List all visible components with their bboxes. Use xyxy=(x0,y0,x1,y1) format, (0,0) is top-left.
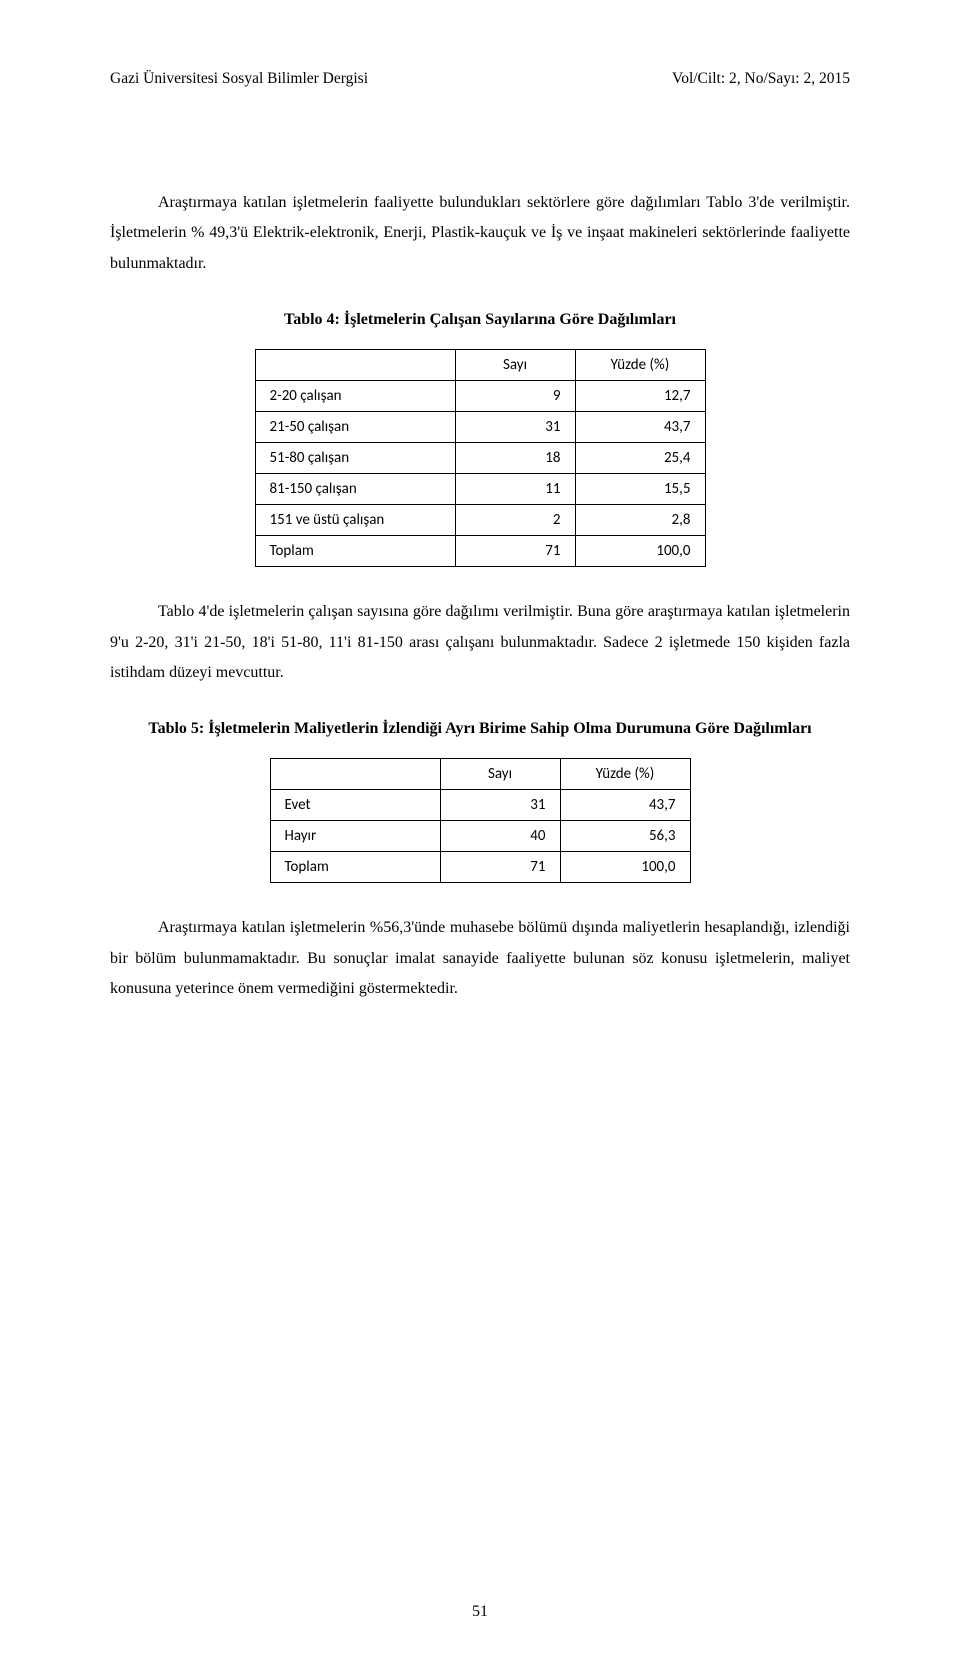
page-number: 51 xyxy=(0,1603,960,1621)
table4-title: Tablo 4: İşletmelerin Çalışan Sayılarına… xyxy=(110,311,850,329)
paragraph-2: Tablo 4'de işletmelerin çalışan sayısına… xyxy=(110,597,850,688)
table-row: Hayır 40 56,3 xyxy=(270,821,690,852)
table5-title: Tablo 5: İşletmelerin Maliyetlerin İzlen… xyxy=(110,720,850,738)
paragraph-3: Araştırmaya katılan işletmelerin %56,3'ü… xyxy=(110,913,850,1004)
table4-cell-pct: 15,5 xyxy=(575,474,705,505)
paragraph-3-text: Araştırmaya katılan işletmelerin %56,3'ü… xyxy=(110,913,850,1004)
table5-header-empty xyxy=(270,759,440,790)
running-head: Gazi Üniversitesi Sosyal Bilimler Dergis… xyxy=(110,70,850,88)
journal-name: Gazi Üniversitesi Sosyal Bilimler Dergis… xyxy=(110,70,368,88)
table4-cell-label: 21-50 çalışan xyxy=(255,412,455,443)
table4-cell-pct: 12,7 xyxy=(575,381,705,412)
table4-cell-count: 18 xyxy=(455,443,575,474)
issue-info: Vol/Cilt: 2, No/Sayı: 2, 2015 xyxy=(672,70,850,88)
table4-cell-count: 9 xyxy=(455,381,575,412)
table5: Sayı Yüzde (%) Evet 31 43,7 Hayır 40 56,… xyxy=(270,758,691,883)
table5-cell-pct: 43,7 xyxy=(560,790,690,821)
table-row: 21-50 çalışan 31 43,7 xyxy=(255,412,705,443)
table5-header-row: Sayı Yüzde (%) xyxy=(270,759,690,790)
table-row: Evet 31 43,7 xyxy=(270,790,690,821)
paragraph-2-text: Tablo 4'de işletmelerin çalışan sayısına… xyxy=(110,597,850,688)
table4-cell-label: Toplam xyxy=(255,536,455,567)
table4-header-pct: Yüzde (%) xyxy=(575,350,705,381)
table5-cell-label: Hayır xyxy=(270,821,440,852)
table5-cell-count: 40 xyxy=(440,821,560,852)
table-row: 2-20 çalışan 9 12,7 xyxy=(255,381,705,412)
table4-cell-count: 2 xyxy=(455,505,575,536)
table5-cell-pct: 56,3 xyxy=(560,821,690,852)
table-row: Toplam 71 100,0 xyxy=(270,852,690,883)
table4-cell-label: 81-150 çalışan xyxy=(255,474,455,505)
table5-cell-count: 31 xyxy=(440,790,560,821)
table4-cell-pct: 2,8 xyxy=(575,505,705,536)
table4-header-count: Sayı xyxy=(455,350,575,381)
table4-cell-count: 71 xyxy=(455,536,575,567)
page: Gazi Üniversitesi Sosyal Bilimler Dergis… xyxy=(0,0,960,1669)
table5-body: Evet 31 43,7 Hayır 40 56,3 Toplam 71 100… xyxy=(270,790,690,883)
table4-header-row: Sayı Yüzde (%) xyxy=(255,350,705,381)
table-row: 81-150 çalışan 11 15,5 xyxy=(255,474,705,505)
table4: Sayı Yüzde (%) 2-20 çalışan 9 12,7 21-50… xyxy=(255,349,706,567)
table4-body: 2-20 çalışan 9 12,7 21-50 çalışan 31 43,… xyxy=(255,381,705,567)
paragraph-1-text: Araştırmaya katılan işletmelerin faaliye… xyxy=(110,188,850,279)
table5-cell-count: 71 xyxy=(440,852,560,883)
table5-cell-label: Toplam xyxy=(270,852,440,883)
table4-cell-count: 11 xyxy=(455,474,575,505)
table-row: Toplam 71 100,0 xyxy=(255,536,705,567)
table4-cell-pct: 43,7 xyxy=(575,412,705,443)
table5-header-count: Sayı xyxy=(440,759,560,790)
table5-cell-pct: 100,0 xyxy=(560,852,690,883)
table4-cell-count: 31 xyxy=(455,412,575,443)
table4-header-empty xyxy=(255,350,455,381)
table4-cell-label: 151 ve üstü çalışan xyxy=(255,505,455,536)
table-row: 51-80 çalışan 18 25,4 xyxy=(255,443,705,474)
table4-cell-pct: 25,4 xyxy=(575,443,705,474)
table-row: 151 ve üstü çalışan 2 2,8 xyxy=(255,505,705,536)
table5-cell-label: Evet xyxy=(270,790,440,821)
table5-header-pct: Yüzde (%) xyxy=(560,759,690,790)
table4-cell-pct: 100,0 xyxy=(575,536,705,567)
paragraph-1: Araştırmaya katılan işletmelerin faaliye… xyxy=(110,188,850,279)
table4-cell-label: 2-20 çalışan xyxy=(255,381,455,412)
table4-cell-label: 51-80 çalışan xyxy=(255,443,455,474)
